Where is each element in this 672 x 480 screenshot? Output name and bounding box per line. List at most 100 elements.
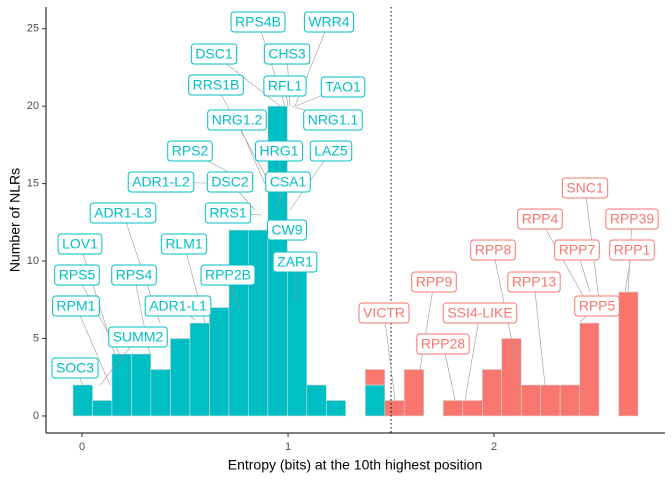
annotation-box: [470, 239, 516, 261]
leader-line: [215, 84, 271, 185]
annotation-box: [51, 357, 99, 379]
annotation-box: [127, 171, 195, 193]
annotation-label: RPP1: [614, 242, 651, 258]
y-axis-label: Number of NLRs: [7, 168, 23, 272]
annotation-box: [411, 271, 457, 293]
bar: [228, 229, 249, 417]
bar: [501, 338, 522, 417]
annotation-label: RPP2B: [205, 267, 251, 283]
annotation-label: DSC1: [195, 46, 233, 62]
annotation-label: RPP28: [421, 336, 466, 352]
annotation-box: [609, 239, 655, 261]
bar: [170, 338, 191, 417]
annotation-box: [605, 208, 659, 230]
annotation-label: RPP4: [522, 211, 559, 227]
annotation-label: CSA1: [270, 174, 307, 190]
annotation-box: [108, 326, 168, 348]
annotation-box: [207, 109, 267, 131]
annotation-box: [188, 74, 244, 96]
annotation-label: RRS1B: [193, 77, 240, 93]
annotation-box: [230, 11, 286, 33]
annotation-label: SSI4-LIKE: [447, 305, 512, 321]
annotation-label: DSC2: [211, 174, 249, 190]
leader-line: [533, 281, 546, 386]
bar: [442, 400, 464, 417]
annotation-box: [272, 251, 318, 273]
annotation-box: [265, 171, 311, 193]
annotation-box: [263, 75, 307, 97]
bar: [579, 322, 600, 417]
leader-line: [75, 305, 111, 386]
annotation-label: LAZ5: [314, 143, 348, 159]
annotation-label: ADR1-L3: [94, 205, 152, 221]
annotation-label: SUMM2: [113, 329, 164, 345]
annotation-box: [303, 11, 355, 33]
annotation-box: [57, 233, 103, 255]
bar: [520, 384, 541, 417]
bar: [326, 400, 347, 417]
y-tick-label: 20: [27, 100, 39, 112]
annotation-label: RPP7: [559, 242, 596, 258]
annotation-box: [507, 271, 561, 293]
bar: [209, 307, 230, 417]
annotation-label: RPS2: [172, 143, 209, 159]
annotation-box: [358, 302, 410, 324]
annotation-label: RPP8: [475, 242, 512, 258]
annotation-box: [517, 208, 563, 230]
annotation-label: TAO1: [325, 79, 361, 95]
annotation-label: VICTR: [363, 305, 405, 321]
annotation-label: RPS4B: [235, 14, 281, 30]
bar: [189, 322, 210, 417]
bar: [403, 369, 425, 417]
y-tick-label: 15: [27, 178, 39, 190]
bar: [364, 369, 386, 386]
annotation-label: LOV1: [62, 236, 98, 252]
annotation-box: [255, 140, 303, 162]
annotation-label: RPM1: [57, 298, 96, 314]
annotation-box: [160, 233, 208, 255]
annotation-box: [54, 264, 100, 286]
bar: [306, 384, 327, 417]
bar: [384, 400, 405, 417]
annotation-box: [200, 264, 256, 286]
annotation-label: ADR1-L1: [149, 298, 207, 314]
annotation-label: RPP5: [579, 298, 616, 314]
annotation-label: HRG1: [260, 143, 299, 159]
bar: [247, 229, 269, 417]
y-tick-label: 25: [27, 23, 39, 35]
y-tick-label: 0: [33, 410, 39, 422]
annotation-label: NRG1.1: [308, 112, 359, 128]
y-tick-label: 5: [33, 332, 39, 344]
annotation-box: [303, 109, 363, 131]
annotation-label: CW9: [271, 222, 302, 238]
x-tick-label: 2: [491, 441, 497, 453]
annotation-box: [167, 140, 213, 162]
bar: [150, 369, 171, 417]
leader-line: [383, 312, 396, 401]
bar: [559, 384, 581, 417]
annotation-label: RLM1: [165, 236, 203, 252]
bar: [111, 353, 132, 417]
bar: [131, 353, 152, 417]
annotation-label: ADR1-L2: [132, 174, 190, 190]
annotation-box: [144, 295, 212, 317]
annotation-box: [416, 333, 470, 355]
annotation-label: SNC1: [566, 180, 604, 196]
annotation-label: RRS1: [209, 205, 247, 221]
leader-line: [464, 312, 481, 401]
annotation-box: [266, 219, 308, 241]
annotation-label: RPP13: [512, 274, 557, 290]
annotation-label: RPP39: [610, 211, 655, 227]
x-axis-label: Entropy (bits) at the 10th highest posit…: [228, 457, 482, 473]
leader-line: [236, 119, 266, 185]
annotation-box: [561, 177, 609, 199]
bar: [462, 400, 483, 417]
bar: [287, 260, 308, 417]
annotation-label: NRG1.2: [212, 112, 263, 128]
annotation-label: SOC3: [56, 360, 94, 376]
annotation-box: [442, 302, 518, 324]
annotation-box: [89, 202, 157, 224]
annotation-box: [111, 264, 157, 286]
annotation-label: RPS5: [59, 267, 96, 283]
